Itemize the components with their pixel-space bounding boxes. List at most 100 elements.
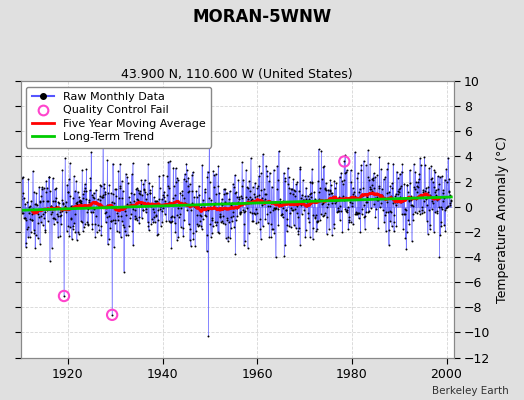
Point bbox=[54, 199, 63, 205]
Point bbox=[181, 200, 189, 206]
Point bbox=[427, 163, 435, 169]
Point bbox=[390, 211, 399, 218]
Point bbox=[156, 206, 164, 212]
Point bbox=[131, 207, 139, 214]
Point bbox=[29, 226, 38, 233]
Point bbox=[153, 232, 161, 238]
Point bbox=[60, 205, 69, 212]
Point bbox=[91, 234, 100, 241]
Point bbox=[170, 214, 178, 220]
Point bbox=[184, 221, 193, 228]
Point bbox=[336, 208, 345, 214]
Point bbox=[83, 222, 92, 228]
Point bbox=[339, 193, 347, 200]
Point bbox=[288, 191, 297, 197]
Point bbox=[86, 175, 95, 181]
Point bbox=[249, 199, 258, 206]
Point bbox=[239, 209, 248, 215]
Point bbox=[330, 224, 338, 231]
Point bbox=[154, 231, 162, 237]
Point bbox=[381, 212, 389, 218]
Point bbox=[38, 222, 47, 228]
Point bbox=[190, 202, 199, 209]
Point bbox=[437, 219, 445, 225]
Point bbox=[266, 209, 275, 215]
Point bbox=[191, 243, 199, 250]
Point bbox=[270, 205, 278, 212]
Point bbox=[69, 195, 77, 201]
Point bbox=[29, 168, 37, 174]
Point bbox=[45, 174, 53, 180]
Point bbox=[280, 253, 289, 260]
Point bbox=[431, 209, 439, 216]
Point bbox=[36, 240, 44, 247]
Point bbox=[213, 205, 221, 212]
Point bbox=[159, 204, 168, 211]
Point bbox=[177, 224, 185, 230]
Point bbox=[276, 200, 284, 207]
Point bbox=[235, 194, 244, 200]
Point bbox=[109, 191, 117, 197]
Point bbox=[26, 203, 35, 209]
Point bbox=[79, 228, 87, 234]
Point bbox=[221, 186, 230, 192]
Point bbox=[349, 191, 357, 197]
Point bbox=[264, 203, 272, 209]
Point bbox=[410, 208, 419, 215]
Point bbox=[240, 242, 248, 248]
Point bbox=[128, 228, 136, 234]
Point bbox=[408, 202, 417, 208]
Point bbox=[360, 202, 368, 208]
Point bbox=[427, 176, 435, 182]
Point bbox=[376, 193, 385, 200]
Point bbox=[185, 180, 194, 187]
Point bbox=[113, 228, 121, 234]
Point bbox=[230, 184, 238, 190]
Point bbox=[321, 186, 330, 193]
Point bbox=[275, 148, 283, 154]
Point bbox=[442, 166, 450, 172]
Point bbox=[110, 200, 118, 206]
Point bbox=[25, 204, 34, 210]
Point bbox=[125, 194, 133, 200]
Point bbox=[58, 208, 66, 214]
Point bbox=[173, 236, 181, 243]
Point bbox=[426, 192, 434, 198]
Point bbox=[226, 188, 234, 194]
Point bbox=[263, 210, 271, 217]
Point bbox=[151, 198, 159, 204]
Point bbox=[234, 177, 243, 184]
Point bbox=[163, 183, 172, 189]
Point bbox=[283, 222, 292, 228]
Point bbox=[254, 183, 263, 189]
Point bbox=[116, 161, 124, 167]
Point bbox=[266, 169, 274, 176]
Point bbox=[210, 184, 218, 190]
Point bbox=[426, 226, 434, 232]
Point bbox=[70, 211, 79, 217]
Point bbox=[40, 209, 49, 215]
Point bbox=[285, 185, 293, 192]
Point bbox=[435, 173, 444, 180]
Point bbox=[120, 224, 128, 230]
Point bbox=[376, 204, 384, 210]
Point bbox=[259, 198, 268, 204]
Point bbox=[438, 206, 446, 212]
Point bbox=[51, 194, 60, 201]
Point bbox=[66, 224, 74, 231]
Point bbox=[349, 221, 357, 227]
Point bbox=[158, 219, 167, 226]
Point bbox=[92, 200, 101, 206]
Point bbox=[16, 196, 25, 202]
Point bbox=[122, 232, 130, 238]
Point bbox=[277, 211, 286, 217]
Point bbox=[178, 200, 186, 206]
Point bbox=[145, 227, 153, 234]
Point bbox=[424, 206, 433, 213]
Point bbox=[355, 186, 364, 192]
Point bbox=[42, 206, 51, 213]
Point bbox=[222, 190, 231, 196]
Point bbox=[392, 168, 401, 175]
Point bbox=[136, 188, 144, 194]
Point bbox=[337, 195, 346, 201]
